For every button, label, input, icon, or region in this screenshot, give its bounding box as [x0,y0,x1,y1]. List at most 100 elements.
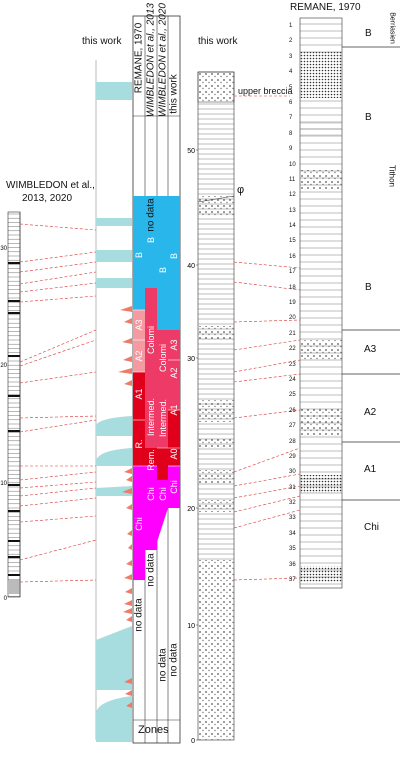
wimbledon-dark-bed [8,262,20,264]
left-axis-tick: 0 [4,596,8,602]
middle-nodular-bed [198,326,234,340]
wimbledon-dark-bed [8,484,20,486]
zone-label-w2013-intermed: Intermed. [146,397,156,437]
zone-label-w2020-colomi: Colomi [158,343,168,373]
salmon-bed-mark [122,488,132,494]
remane-bed-number: 25 [289,392,296,399]
middle-nodular-bed [198,400,234,422]
remane-bed-number: 33 [289,515,296,522]
remane-bed-number: 26 [289,407,296,414]
salmon-bed-mark [124,574,132,580]
remane-bed-number: 18 [289,284,296,291]
heading-wimbledon: WIMBLEDON et al., [6,180,95,191]
remane-bed-number: 28 [289,438,296,445]
wimbledon-dark-bed [8,312,20,314]
remane-bed-number: 10 [289,161,296,168]
salmon-bed-mark [124,318,132,324]
remane-bed-number: 34 [289,530,296,537]
correlation-line-left [19,251,97,263]
no-data-wimbledon-2013-top: no data [145,198,157,232]
remane-bed-number: 3 [289,53,293,60]
remane-bed-number: 17 [289,269,296,276]
salmon-bed-mark [120,306,132,312]
salmon-bed-mark [124,678,132,684]
correlation-line-right [233,319,301,323]
no-data-wimbledon-2020-bottom: no data [157,648,169,682]
middle-axis-tick: 20 [187,506,195,513]
column-title-wimbledon-2013: WIMBLEDON et al., 2013 [145,3,157,117]
correlation-line-left [19,579,97,583]
zone-label-this-work-A0: A0 [169,448,179,460]
correlation-line-left [19,415,97,419]
salmon-bed-mark [123,608,132,614]
remane-bed-number: 37 [289,577,296,583]
salmon-bed-mark [118,368,132,374]
salmon-bed-mark [124,600,132,606]
correlation-line-right [233,495,301,513]
correlation-line-left [19,419,97,433]
remane-bed-number: 30 [289,469,296,476]
middle-axis-tick: 40 [187,263,195,270]
wimbledon-dark-bed [8,355,20,357]
wimbledon-dark-bed [8,300,20,302]
correlation-line-right [233,261,301,269]
salmon-bed-mark [123,356,132,362]
remane-bed-number: 29 [289,453,296,460]
correlation-line-right [233,409,301,419]
middle-nodular-bed [198,470,234,484]
wimbledon-dark-bed [8,430,20,432]
this-work-right-log [197,71,290,741]
zone-columns [132,15,181,744]
remane-zone-B-low: B [365,112,372,123]
correlation-line-right [233,339,301,351]
remane-bed-number: 1 [289,23,293,29]
correlation-line-right [233,577,301,581]
middle-nodular-bed [198,500,234,512]
correlation-line-left [19,515,97,523]
middle-axis: 50 40 30 20 10 0 [187,148,198,745]
column-title-wimbledon-2020: WIMBLEDON et al., 2020 [157,3,169,117]
middle-axis-tick: 50 [187,148,195,155]
remane-zone-A3: A3 [364,344,377,355]
remane-zone-B-mid: B [365,282,372,293]
remane-bed-number: 16 [289,253,296,260]
salmon-bed-mark [124,380,132,386]
correlation-line-left [19,497,97,507]
middle-nodular-bed [198,438,234,448]
wimbledon-log [7,211,21,598]
correlation-line-right [233,509,301,529]
remane-zone-A2: A2 [364,407,377,418]
remane-zone-Chi: Chi [364,522,380,533]
zone-label-w2013-colomi: Colomi [146,325,156,355]
remane-bed-number: 21 [289,330,296,337]
correlation-line-left [19,271,97,285]
remane-bed-number: 35 [289,546,296,553]
left-axis-tick: 10 [0,481,7,487]
remane-bed-number: 5 [289,84,293,91]
annotation-upper-breccia: upper breccia [238,86,293,96]
heading-wimbledon-text: WIMBLEDON et al., [6,180,95,191]
correlation-line-left [19,329,97,363]
zone-label-w2020-Chi: Chi [158,487,168,501]
correlation-line-left [19,539,97,561]
remane-bed-number: 14 [289,223,296,230]
remane-bed-number: 31 [289,484,296,491]
remane-bed-number: 7 [289,115,293,122]
zone-label-remane-B: B [134,251,144,259]
column-title-remane: REMANE, 1970 [133,22,145,94]
remane-bed-number: 19 [289,300,296,306]
zone-label-w2013-Chi: Chi [146,487,156,501]
remane-bed-number: 27 [289,423,296,430]
correlation-line-left [19,487,97,497]
correlation-line-left [19,282,97,293]
wimbledon-grey-bed [8,580,20,594]
zone-label-this-work-A3: A3 [169,339,179,351]
wimbledon-dark-bed [8,395,20,397]
remane-bed-number: 8 [289,130,293,137]
no-data-this-work-bottom: no data [168,643,180,677]
remane-zone-A1: A1 [364,464,377,475]
remane-bed-number: 13 [289,207,296,214]
salmon-bed-mark [126,702,132,708]
zone-label-this-work-Chi: Chi [169,480,179,494]
